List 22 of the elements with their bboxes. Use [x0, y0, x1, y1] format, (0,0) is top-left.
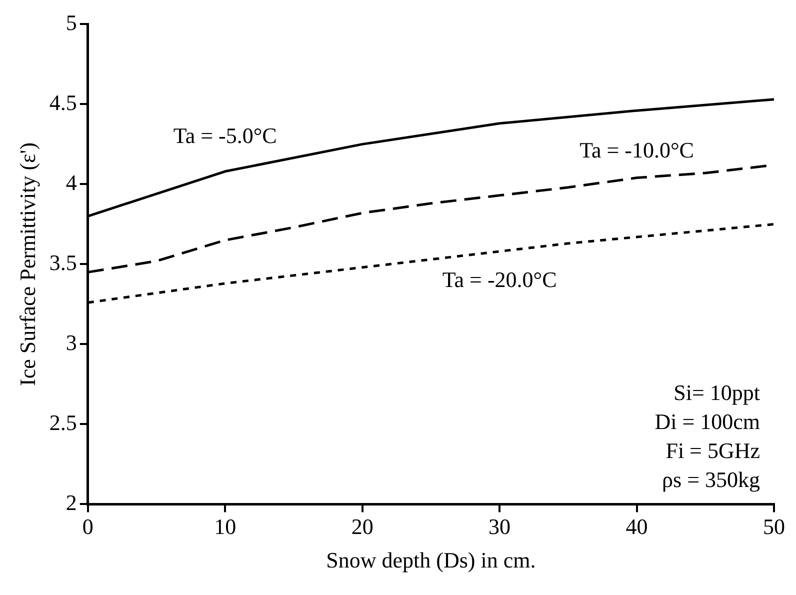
series-label: Ta = -20.0°C [442, 267, 557, 292]
annotation: Fi = 5GHz [666, 438, 760, 463]
y-tick-label: 4.5 [49, 90, 77, 115]
annotation: Di = 100cm [654, 408, 760, 434]
y-axis-title: Ice Surface Permittivity (ε') [14, 142, 40, 386]
x-tick-label: 0 [82, 514, 94, 540]
y-tick-label: 2.5 [49, 410, 77, 435]
annotation: ρs = 350kg [662, 466, 760, 492]
x-tick-label: 20 [351, 514, 374, 540]
annotation: Si= 10ppt [674, 380, 760, 405]
y-tick-label: 4 [66, 170, 77, 195]
series-label: Ta = -10.0°C [580, 138, 694, 163]
x-tick-label: 30 [488, 514, 511, 540]
y-tick-label: 3.5 [49, 250, 77, 275]
x-tick-label: 10 [214, 514, 236, 540]
series-label: Ta = -5.0°C [173, 123, 277, 148]
x-tick-label: 50 [763, 514, 785, 540]
x-tick-label: 40 [626, 514, 648, 540]
y-tick-label: 5 [66, 10, 77, 35]
y-tick-label: 2 [66, 490, 77, 515]
y-tick-label: 3 [66, 330, 77, 355]
x-axis-title: Snow depth (Ds) in cm. [326, 548, 536, 573]
